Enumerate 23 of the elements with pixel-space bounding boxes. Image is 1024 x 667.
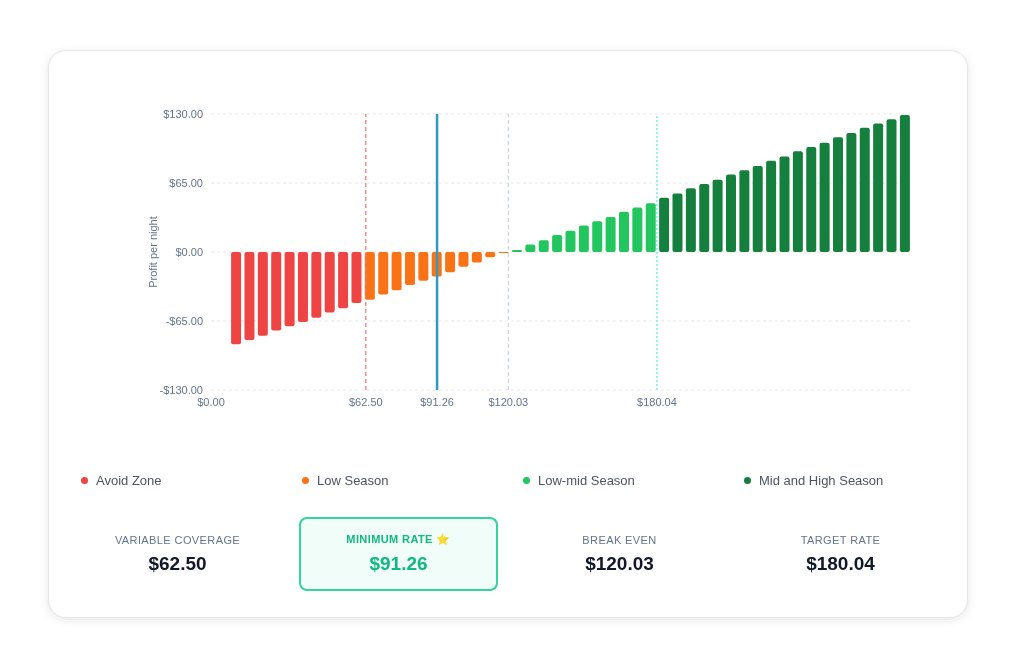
text: VARIABLE COVERAGE xyxy=(114,533,241,546)
x-tick-label: $180.04 xyxy=(637,395,677,408)
text: BREAK EVEN xyxy=(582,533,657,546)
y-tick-label: -$65.00 xyxy=(165,314,203,327)
y-tick-label: -$130.00 xyxy=(159,383,203,396)
text: $62.50 xyxy=(148,552,207,574)
y-tick-label: $65.00 xyxy=(169,176,203,189)
y-axis-title: Profit per night xyxy=(147,216,159,288)
y-tick-label: $130.00 xyxy=(163,107,203,120)
legend-label: Low-mid Season xyxy=(538,472,635,488)
text: $180.04 xyxy=(806,552,875,574)
y-tick-label: $0.00 xyxy=(175,245,203,258)
legend-label: Avoid Zone xyxy=(96,472,162,488)
legend-label: Mid and High Season xyxy=(759,472,884,488)
x-tick-label: $0.00 xyxy=(197,395,225,408)
legend-label: Low Season xyxy=(317,472,389,488)
text: $120.03 xyxy=(585,552,654,574)
text: MINIMUM RATE ⭐ xyxy=(346,533,451,546)
x-tick-label: $91.26 xyxy=(420,395,454,408)
x-tick-label: $62.50 xyxy=(348,395,383,408)
text: TARGET RATE xyxy=(800,533,881,546)
x-tick-label: $120.03 xyxy=(488,395,529,408)
text: $91.26 xyxy=(369,553,428,574)
